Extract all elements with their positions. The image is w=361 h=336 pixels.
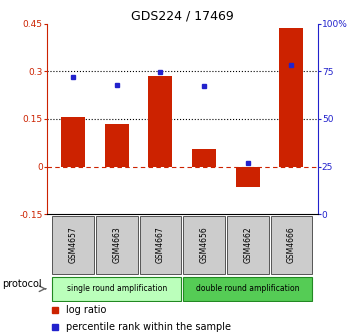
Text: single round amplification: single round amplification xyxy=(67,284,167,293)
Text: GSM4656: GSM4656 xyxy=(200,226,209,263)
Bar xyxy=(105,124,129,167)
Bar xyxy=(236,167,260,187)
Bar xyxy=(183,216,225,274)
Text: GSM4662: GSM4662 xyxy=(243,226,252,263)
Bar xyxy=(270,216,312,274)
Text: GSM4663: GSM4663 xyxy=(112,226,121,263)
Text: percentile rank within the sample: percentile rank within the sample xyxy=(66,322,231,332)
Bar xyxy=(61,117,85,167)
Bar xyxy=(279,28,304,167)
Bar xyxy=(183,277,312,301)
Text: GSM4657: GSM4657 xyxy=(69,226,78,263)
Text: protocol: protocol xyxy=(2,279,42,289)
Title: GDS224 / 17469: GDS224 / 17469 xyxy=(131,9,234,23)
Bar xyxy=(52,277,182,301)
Bar xyxy=(139,216,182,274)
Bar xyxy=(96,216,138,274)
Text: GSM4667: GSM4667 xyxy=(156,226,165,263)
Bar xyxy=(192,149,216,167)
Text: GSM4666: GSM4666 xyxy=(287,226,296,263)
Bar xyxy=(52,216,94,274)
Text: log ratio: log ratio xyxy=(66,305,106,315)
Bar xyxy=(148,76,173,167)
Bar xyxy=(227,216,269,274)
Text: double round amplification: double round amplification xyxy=(196,284,300,293)
